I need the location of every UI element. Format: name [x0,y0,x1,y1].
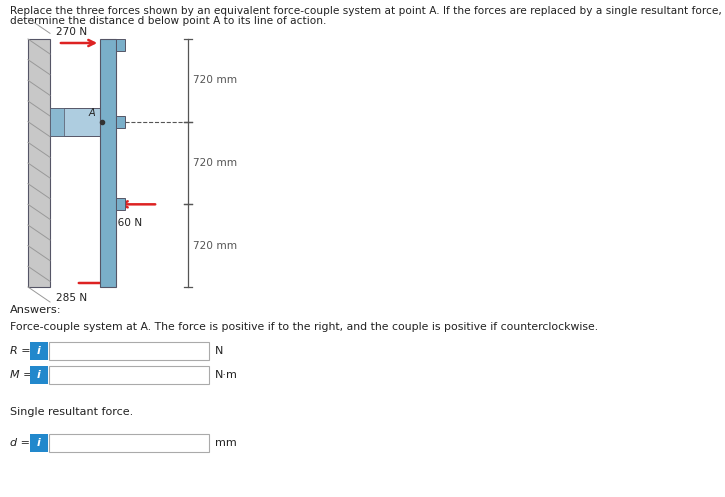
Text: i: i [37,346,41,356]
Bar [116,198,125,210]
Text: 720 mm: 720 mm [193,158,237,168]
Bar [116,39,125,51]
Bar [50,108,100,136]
FancyBboxPatch shape [30,342,48,360]
Text: i: i [37,370,41,380]
Bar [100,39,116,287]
Text: mm: mm [215,438,237,448]
FancyBboxPatch shape [30,434,48,452]
FancyBboxPatch shape [49,434,209,452]
Text: determine the distance ​d below point A to its line of action.: determine the distance ​d below point A … [10,16,326,26]
Text: 270 N: 270 N [56,27,87,37]
Text: Replace the three forces shown by an equivalent force-couple system at point A. : Replace the three forces shown by an equ… [10,6,722,16]
Text: Single resultant force.: Single resultant force. [10,407,133,417]
Bar [28,39,50,287]
Text: 720 mm: 720 mm [193,76,237,85]
Text: N·m: N·m [215,370,238,380]
Text: i: i [37,438,41,448]
FancyBboxPatch shape [49,366,209,384]
Text: 160 N: 160 N [111,218,142,228]
Text: 720 mm: 720 mm [193,241,237,250]
Text: d =: d = [10,438,30,448]
Text: 285 N: 285 N [56,293,87,303]
Text: M =: M = [10,370,33,380]
Polygon shape [50,108,64,136]
Text: R =: R = [10,346,30,356]
FancyBboxPatch shape [49,342,209,360]
Text: Force-couple system at A. The force is positive if to the right, and the couple : Force-couple system at A. The force is p… [10,322,598,332]
Text: A: A [88,108,95,118]
FancyBboxPatch shape [30,366,48,384]
Bar [116,116,125,128]
Text: Answers:: Answers: [10,305,62,315]
Text: N: N [215,346,223,356]
